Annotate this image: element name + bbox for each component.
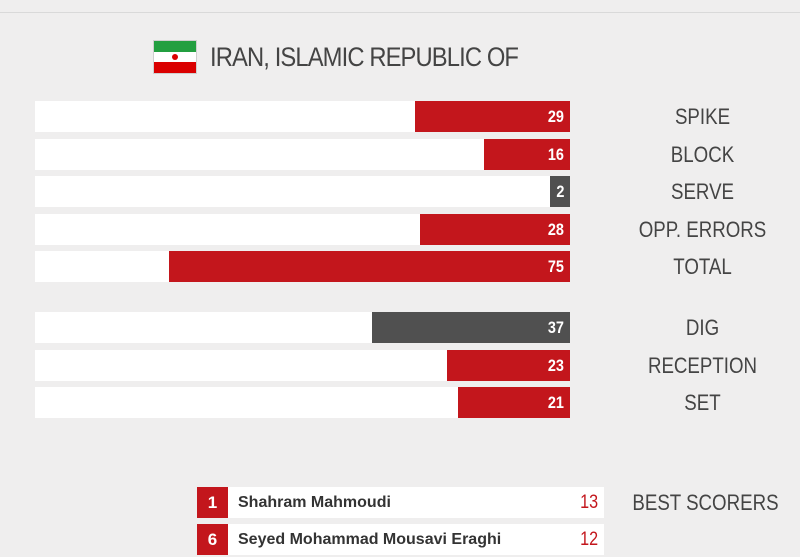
- bar-value-serve: 2: [555, 182, 564, 201]
- bar-track-set: 21: [35, 387, 570, 418]
- bar-value-spike: 29: [547, 107, 564, 126]
- scorer-name: Seyed Mohammad Mousavi Eraghi: [238, 531, 502, 548]
- bar-value-set: 21: [547, 393, 564, 412]
- bar-total: 75: [169, 251, 570, 282]
- scorer-row: 6 Seyed Mohammad Mousavi Eraghi 12: [197, 524, 604, 555]
- top-divider: [0, 12, 800, 13]
- category-label-block: BLOCK: [670, 142, 735, 167]
- bar-track-total: 75: [35, 251, 570, 282]
- category-label-serve: SERVE: [670, 179, 735, 204]
- bar-dig: 37: [372, 312, 570, 343]
- bar-reception: 23: [447, 350, 570, 381]
- bar-value-block: 16: [547, 145, 564, 164]
- scorer-name: Shahram Mahmoudi: [238, 494, 391, 511]
- scorer-rank: 1: [197, 487, 228, 518]
- scorer-points: 13: [580, 492, 598, 513]
- bar-value-opp-errors: 28: [547, 220, 564, 239]
- bar-track-serve: 2: [35, 176, 570, 207]
- scorer-points: 12: [580, 529, 598, 550]
- bar-value-reception: 23: [547, 356, 564, 375]
- bar-value-dig: 37: [547, 318, 564, 337]
- bar-track-opp-errors: 28: [35, 214, 570, 245]
- bar-block: 16: [484, 139, 570, 170]
- bar-set: 21: [457, 387, 570, 418]
- category-label-dig: DIG: [685, 315, 720, 340]
- bar-track-reception: 23: [35, 350, 570, 381]
- scorer-row: 1 Shahram Mahmoudi 13: [197, 487, 604, 518]
- bar-track-block: 16: [35, 139, 570, 170]
- team-name: IRAN, ISLAMIC REPUBLIC OF: [210, 42, 519, 72]
- scorer-rank: 6: [197, 524, 228, 555]
- category-label-reception: RECEPTION: [647, 353, 758, 378]
- bar-track-dig: 37: [35, 312, 570, 343]
- best-scorers-label: BEST SCORERS: [632, 490, 779, 515]
- iran-flag-icon: [153, 40, 197, 74]
- category-label-opp-errors: OPP. ERRORS: [638, 217, 767, 242]
- category-label-set: SET: [684, 390, 721, 415]
- bar-spike: 29: [414, 101, 570, 132]
- category-label-spike: SPIKE: [674, 104, 731, 129]
- bar-serve: 2: [550, 176, 570, 207]
- bar-track-spike: 29: [35, 101, 570, 132]
- category-label-total: TOTAL: [673, 254, 732, 279]
- bar-value-total: 75: [547, 257, 564, 276]
- bar-opp-errors: 28: [420, 214, 570, 245]
